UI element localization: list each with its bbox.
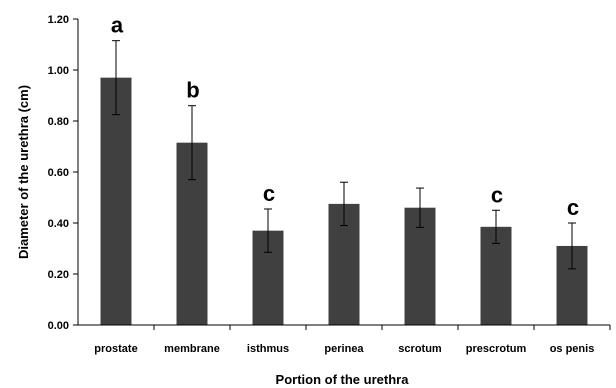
x-axis-ticks: prostate membrane isthmus perinea scrotum pre… [94, 325, 611, 355]
x-tick-label: prostate [94, 343, 137, 355]
y-axis-title: Diameter of the urethra (cm) [16, 85, 31, 259]
x-tick-label: prescrotum [466, 343, 527, 355]
x-tick-label: perinea [324, 343, 364, 355]
significance-letter: c [263, 181, 275, 206]
x-tick-label: membrane [164, 343, 220, 355]
x-tick-label: isthmus [247, 343, 289, 355]
y-tick-label: 0.20 [48, 269, 69, 281]
x-axis-title: Portion of the urethra [276, 372, 410, 387]
y-tick-label: 0.40 [48, 218, 69, 230]
y-tick-label: 1.00 [48, 65, 69, 77]
y-tick-label: 0.00 [48, 320, 69, 332]
y-axis-ticks: 0.00 0.20 0.40 0.60 0.80 1.00 1.20 [48, 14, 78, 332]
significance-letter: a [111, 13, 124, 38]
bar-prostate [100, 77, 132, 326]
y-tick-label: 0.60 [48, 167, 69, 179]
significance-letter: c [491, 182, 503, 207]
y-tick-label: 0.80 [48, 116, 69, 128]
x-tick-label: scrotum [398, 343, 442, 355]
bars-group: a b c c c [100, 13, 588, 326]
y-tick-label: 1.20 [48, 14, 69, 26]
significance-letter: b [186, 78, 199, 103]
significance-letter: c [567, 195, 579, 220]
x-tick-label: os penis [550, 343, 595, 355]
